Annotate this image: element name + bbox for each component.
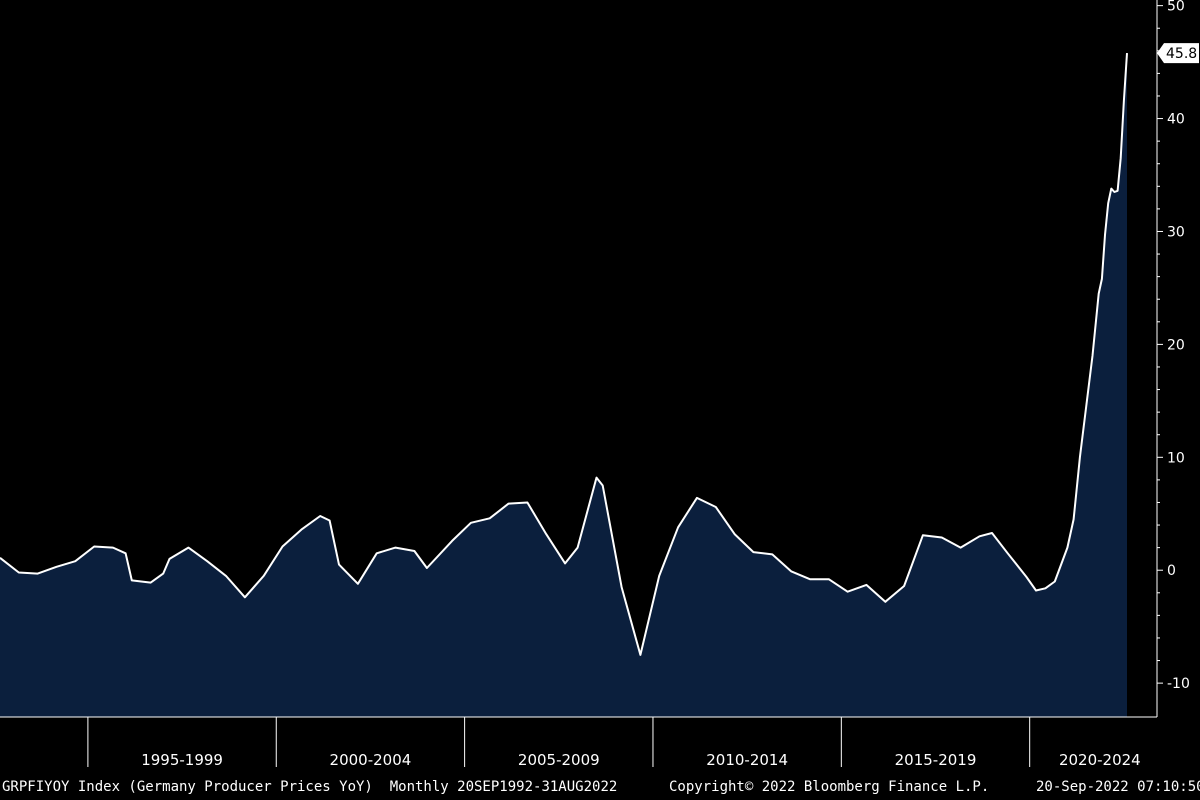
footer-timestamp: 20-Sep-2022 07:10:50 <box>1036 779 1200 795</box>
plot-area <box>0 53 1128 718</box>
y-tick-label: -10 <box>1167 676 1190 692</box>
y-tick-label: 30 <box>1167 224 1185 240</box>
last-value-marker: 45.8 <box>1157 43 1199 64</box>
producer-prices-chart: 50 40 30 20 10 0 -10 45.8 1995-1999 2000-2004 200… <box>0 0 1199 769</box>
footer-series-description: GRPFIYOY Index (Germany Producer Prices … <box>2 779 618 795</box>
last-value-badge <box>1157 43 1199 64</box>
footer-bar: GRPFIYOY Index (Germany Producer Prices … <box>0 775 1200 800</box>
footer-copyright: Copyright© 2022 Bloomberg Finance L.P. <box>669 779 990 795</box>
x-period-label: 2005-2009 <box>518 751 600 769</box>
last-value-label: 45.8 <box>1166 46 1197 62</box>
series-line <box>0 53 1128 656</box>
x-period-label: 2020-2024 <box>1059 751 1141 769</box>
y-tick-label: 40 <box>1167 112 1185 128</box>
y-tick-label: 20 <box>1167 337 1185 353</box>
y-tick-label: 0 <box>1167 563 1176 579</box>
y-tick-label: 10 <box>1167 450 1185 466</box>
series-area <box>0 53 1127 718</box>
y-tick-label: 50 <box>1167 0 1185 15</box>
x-period-label: 2000-2004 <box>330 751 412 769</box>
x-period-label: 1995-1999 <box>141 751 223 769</box>
x-period-label: 2010-2014 <box>706 751 788 769</box>
x-period-label: 2015-2019 <box>895 751 977 769</box>
x-axis: 1995-1999 2000-2004 2005-2009 2010-2014 2015… <box>0 716 1157 769</box>
y-axis: 50 40 30 20 10 0 -10 45.8 <box>1156 0 1199 717</box>
